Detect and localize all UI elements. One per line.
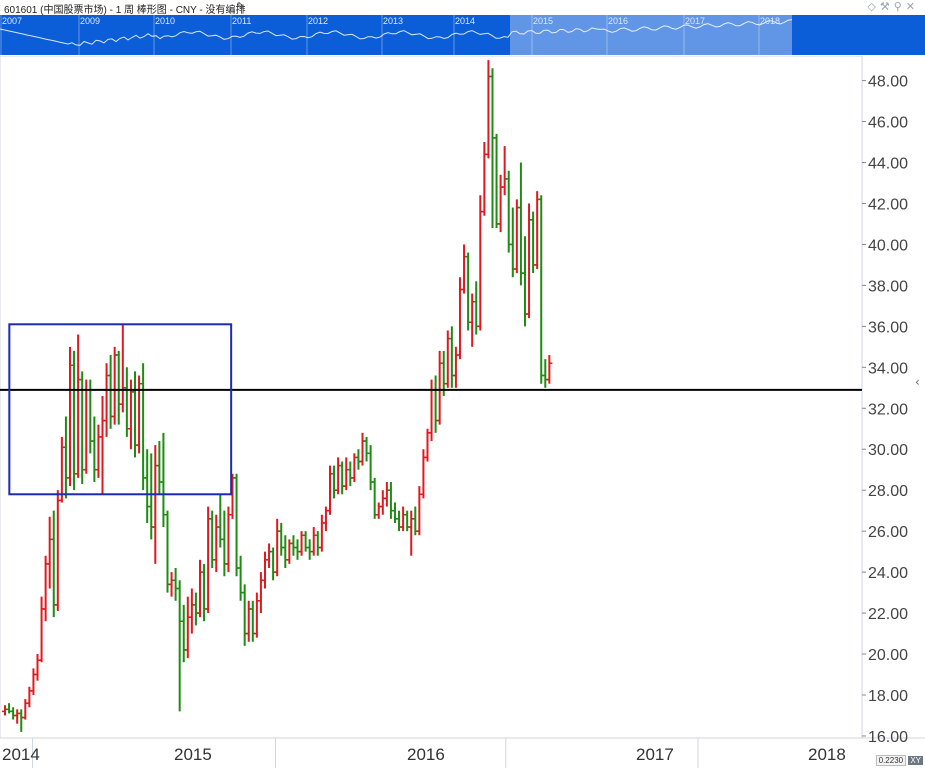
navigator-year-label: 2007	[2, 16, 23, 26]
status-mode[interactable]: XY	[908, 756, 923, 765]
y-tick-label: 44.00	[868, 155, 908, 172]
y-tick-label: 28.00	[868, 483, 908, 500]
navigator-year-label: 2016	[608, 16, 629, 26]
y-tick-label: 36.00	[868, 319, 908, 336]
date-navigator[interactable]: 2007 2009 2010 2011 2012 2013 2014 2015 2016 2017…	[0, 15, 925, 55]
pencil-icon[interactable]: ✎	[236, 1, 246, 13]
y-tick-label: 38.00	[868, 278, 908, 295]
x-tick-label: 2015	[174, 745, 212, 764]
y-tick-label: 32.00	[868, 401, 908, 418]
x-tick-label: 2016	[407, 745, 445, 764]
y-tick-label: 24.00	[868, 565, 908, 582]
navigator-year-label: 2009	[80, 16, 101, 26]
ohlc-chart-svg[interactable]: 16.00 18.00 20.00 22.00 24.00 26.00 28.00 30.00…	[0, 55, 925, 768]
price-chart[interactable]: 16.00 18.00 20.00 22.00 24.00 26.00 28.00 30.00…	[0, 55, 925, 768]
status-readout: 0.2230 XY	[875, 755, 923, 766]
y-tick-label: 34.00	[868, 360, 908, 377]
y-tick-label: 40.00	[868, 237, 908, 254]
x-tick-label: 2014	[2, 745, 40, 764]
x-tick-label: 2017	[636, 745, 674, 764]
diamond-icon[interactable]: ◇	[867, 1, 880, 13]
y-tick-label: 22.00	[868, 606, 908, 623]
navigator-price-line	[0, 19, 793, 46]
navigator-year-label: 2018	[760, 16, 781, 26]
navigator-selection-window[interactable]	[510, 15, 792, 55]
y-tick-label: 48.00	[868, 74, 908, 91]
y-tick-label: 18.00	[868, 688, 908, 705]
x-tick-label: 2018	[808, 745, 846, 764]
y-tick-label: 46.00	[868, 115, 908, 132]
navigator-year-label: 2012	[308, 16, 329, 26]
status-value: 0.2230	[875, 755, 907, 766]
navigator-year-label: 2011	[232, 16, 252, 26]
y-tick-label: 16.00	[868, 729, 908, 746]
chevron-left-icon[interactable]: ‹	[915, 375, 920, 389]
y-tick-label: 30.00	[868, 442, 908, 459]
navigator-year-label: 2015	[533, 16, 554, 26]
y-tick-label: 42.00	[868, 196, 908, 213]
window-titlebar: 601601 (中国股票市场) - 1 周 棒形图 - CNY - 没有编排 ✎…	[0, 0, 925, 16]
toolbar-icons: ◇⚒⚲✕	[867, 0, 919, 13]
navigator-overview-line	[0, 15, 793, 55]
highlight-box	[8, 323, 233, 496]
window-title: 601601 (中国股票市场) - 1 周 棒形图 - CNY - 没有编排	[4, 5, 246, 16]
pin-icon[interactable]: ⚲	[893, 1, 906, 13]
navigator-year-label: 2010	[155, 16, 176, 26]
close-icon[interactable]: ✕	[905, 1, 919, 13]
y-tick-label: 26.00	[868, 524, 908, 541]
navigator-year-label: 2017	[685, 16, 706, 26]
navigator-year-label: 2013	[383, 16, 404, 26]
tools-icon[interactable]: ⚒	[879, 1, 894, 13]
y-tick-label: 20.00	[868, 647, 908, 664]
navigator-year-label: 2014	[455, 16, 476, 26]
